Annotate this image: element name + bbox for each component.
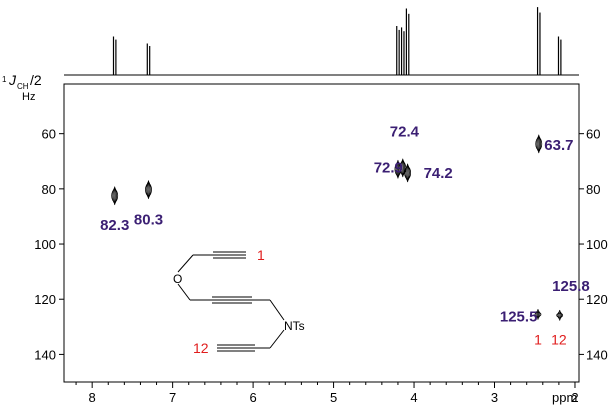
- x-tick-label: 2: [571, 390, 578, 405]
- contour-peak: [558, 309, 561, 321]
- x-axis: 8 7 6 5 4 3 2: [75, 382, 579, 405]
- contour-peak: [556, 312, 564, 318]
- contour-peak: [534, 311, 542, 317]
- bond-ch2-o: [177, 254, 194, 273]
- x-tick-label: 6: [249, 390, 256, 405]
- right-axis: 60 80 100 120 140: [579, 127, 608, 362]
- contour-peak: [405, 164, 410, 181]
- right-tick-label: 140: [586, 347, 608, 362]
- y-tick-label: 140: [34, 347, 56, 362]
- y-tick-label: 80: [42, 182, 56, 197]
- contour-peak: [535, 310, 541, 319]
- oxygen-atom-label: O: [173, 272, 182, 286]
- y-axis: 60 80 100 120 140: [34, 127, 64, 362]
- molecule-site-12-label: 12: [193, 340, 209, 356]
- bond-n-ch2: [269, 329, 285, 349]
- y-tick-label: 100: [34, 237, 56, 252]
- peak-value-label: 80.3: [134, 212, 163, 229]
- peak-annotations: 82.3 80.3 72.4 72.9 74.2 63.7 125.8 125.5: [100, 123, 590, 325]
- peak-value-label: 72.4: [390, 123, 420, 140]
- contour-peak: [557, 311, 562, 320]
- right-tick-label: 100: [586, 237, 608, 252]
- assignment-label: 12: [551, 331, 567, 347]
- contour-peak: [536, 308, 539, 320]
- x-tick-label: 7: [169, 390, 176, 405]
- peak-value-label: 125.5: [500, 308, 538, 325]
- contour-peak: [401, 158, 404, 178]
- contour-peaks: [111, 134, 564, 321]
- peak-value-label: 63.7: [544, 137, 573, 154]
- x-tick-label: 5: [330, 390, 337, 405]
- y-tick-label: 60: [42, 127, 56, 142]
- contour-peak: [406, 163, 409, 183]
- contour-peak: [396, 159, 399, 179]
- 1d-projection-spectrum: [64, 7, 579, 76]
- contour-peak: [536, 135, 541, 152]
- contour-peak: [111, 189, 119, 203]
- molecule-site-1-label: 1: [257, 247, 265, 263]
- x-tick-label: 4: [410, 390, 417, 405]
- plot-frame: [63, 83, 580, 383]
- contour-peak: [146, 181, 151, 198]
- peak-value-label: 72.9: [374, 159, 403, 176]
- y-tick-label: 120: [34, 292, 56, 307]
- xaxis-label: ppm: [552, 390, 577, 405]
- right-tick-label: 80: [586, 182, 600, 197]
- peak-value-label: 82.3: [100, 217, 129, 234]
- nitrogen-ts-label: NTs: [284, 319, 305, 333]
- assignment-labels: 1 12: [534, 331, 567, 347]
- ylabel-main: J: [8, 72, 17, 88]
- ylabel-suffix: /2: [30, 72, 42, 88]
- bond-ch2-n: [269, 299, 285, 321]
- peak-value-label: 74.2: [424, 165, 453, 182]
- contour-peak: [147, 180, 150, 200]
- contour-peak: [404, 166, 412, 180]
- assignment-label: 1: [534, 331, 542, 347]
- right-tick-label: 60: [586, 127, 600, 142]
- ylabel-superscript: 1: [2, 75, 7, 84]
- contour-peak: [145, 183, 152, 197]
- molecule-structure: [177, 251, 285, 352]
- bond-o-ch2: [177, 283, 191, 301]
- right-tick-label: 120: [586, 292, 608, 307]
- ylabel-subscript: CH: [17, 82, 29, 91]
- contour-peak: [113, 186, 116, 206]
- x-tick-label: 8: [89, 390, 96, 405]
- yaxis-unit: Hz: [22, 91, 35, 103]
- x-tick-label: 3: [491, 390, 498, 405]
- contour-peak: [537, 134, 540, 154]
- contour-peak: [400, 159, 405, 176]
- peak-value-label: 125.8: [552, 278, 590, 295]
- contour-peak: [535, 137, 543, 151]
- contour-peak: [112, 187, 117, 204]
